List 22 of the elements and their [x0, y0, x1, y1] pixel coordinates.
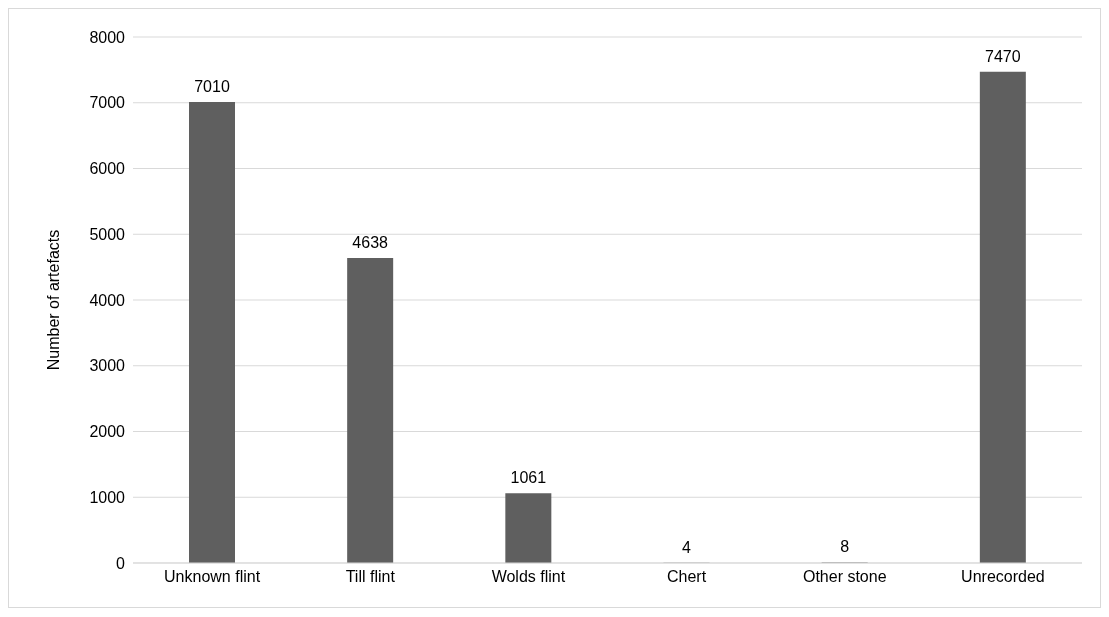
x-tick-label: Wolds flint	[491, 568, 566, 586]
x-tick-label: Unknown flint	[164, 568, 261, 586]
x-tick-label: Other stone	[802, 568, 887, 586]
y-tick-label: 5000	[89, 225, 126, 243]
y-tick-label: 6000	[89, 160, 126, 178]
y-tick-label: 4000	[89, 291, 126, 309]
data-label: 8	[840, 538, 850, 556]
y-tick-label: 2000	[89, 423, 126, 441]
y-tick-label: 1000	[89, 488, 126, 506]
data-label: 4638	[352, 234, 389, 252]
y-axis-title: Number of artefacts	[44, 229, 62, 371]
x-tick-label: Chert	[667, 568, 707, 586]
y-tick-label: 8000	[89, 28, 126, 46]
x-tick-label: Unrecorded	[961, 568, 1045, 586]
y-tick-label: 0	[116, 554, 126, 572]
data-label: 4	[682, 538, 692, 556]
data-label: 1061	[510, 469, 547, 487]
x-tick-label: Till flint	[345, 568, 396, 586]
y-tick-label: 3000	[89, 357, 126, 375]
data-label: 7470	[985, 47, 1021, 65]
y-tick-label: 7000	[89, 94, 126, 112]
data-label: 7010	[194, 78, 230, 96]
